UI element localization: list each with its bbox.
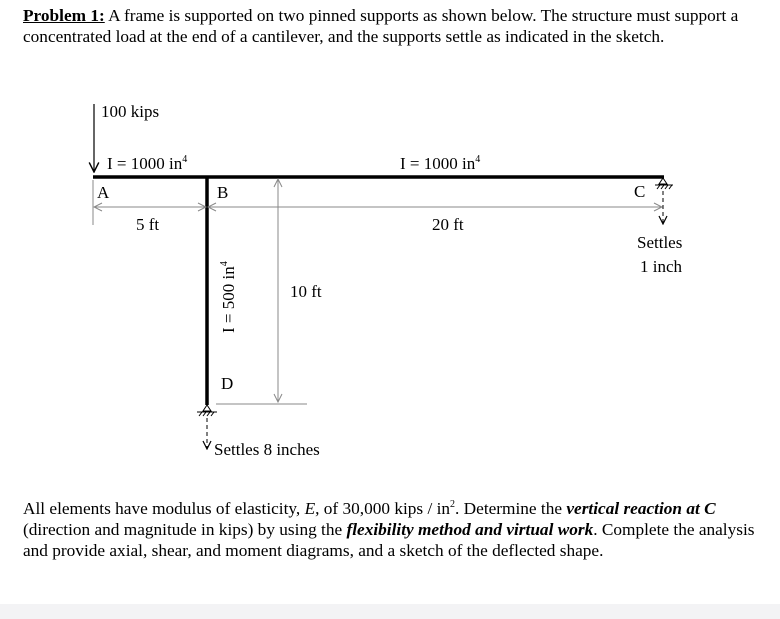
settle-d-label: Settles 8 inches xyxy=(214,440,320,459)
instr-text-2: , of 30,000 kips / in xyxy=(315,498,451,518)
instr-text-4: (direction and magnitude in kips) by usi… xyxy=(23,519,347,539)
node-c: C xyxy=(634,182,645,201)
settle-c-label-1: Settles xyxy=(637,233,682,252)
dim-bd-label: 10 ft xyxy=(290,282,322,301)
node-a: A xyxy=(97,183,110,202)
instructions: All elements have modulus of elasticity,… xyxy=(23,494,768,561)
inertia-left: I = 1000 in4 xyxy=(107,154,187,173)
problem-label: Problem 1: xyxy=(23,6,105,25)
emphasis-reaction: vertical reaction at C xyxy=(566,498,716,518)
node-b: B xyxy=(217,183,228,202)
dim-bc-label: 20 ft xyxy=(432,215,464,234)
node-d: D xyxy=(221,374,233,393)
pin-support-d-icon xyxy=(197,404,217,417)
load-label: 100 kips xyxy=(101,102,159,121)
dim-ab-label: 5 ft xyxy=(136,215,159,234)
inertia-column: I = 500 in4 xyxy=(219,261,238,333)
instr-text-1: All elements have modulus of elasticity, xyxy=(23,498,305,518)
problem-statement: Problem 1: A frame is supported on two p… xyxy=(23,5,768,47)
pin-support-c-icon xyxy=(655,177,673,190)
modulus-symbol: E xyxy=(304,498,316,518)
problem-text: A frame is supported on two pinned suppo… xyxy=(23,6,739,46)
settle-c-label-2: 1 inch xyxy=(640,257,683,276)
emphasis-method: flexibility method and virtual work xyxy=(346,519,594,539)
instr-text-5: . Complete the analysis and provide axia… xyxy=(23,519,755,560)
bottom-band xyxy=(0,604,780,619)
instr-text-3: . Determine the xyxy=(455,498,567,518)
inertia-right: I = 1000 in4 xyxy=(400,154,480,173)
superscript: 2 xyxy=(450,499,456,510)
